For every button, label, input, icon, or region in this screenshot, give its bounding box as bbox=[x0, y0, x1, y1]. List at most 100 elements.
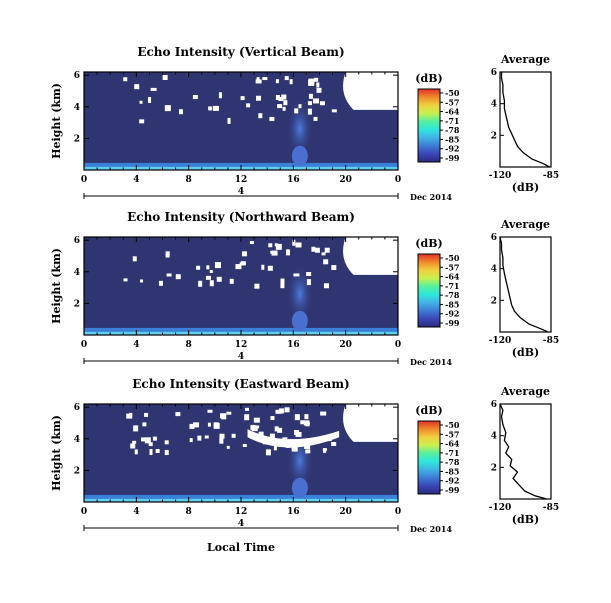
missing-data-region bbox=[343, 237, 398, 275]
plume-base-echo bbox=[291, 310, 308, 331]
missing-data-cell bbox=[273, 444, 277, 451]
colorbar-tick-label: -50 bbox=[445, 88, 460, 98]
missing-data-cell bbox=[270, 416, 275, 421]
colorbar-tick-label: -78 bbox=[445, 457, 460, 467]
missing-data-cell bbox=[285, 249, 290, 256]
colorbar-unit: (dB) bbox=[415, 237, 442, 250]
missing-data-cell bbox=[142, 422, 147, 427]
average-profile-line bbox=[499, 403, 547, 500]
x-tick-label: 4 bbox=[133, 340, 139, 350]
colorbar-tick-label: -85 bbox=[445, 299, 459, 309]
missing-data-cell bbox=[175, 412, 181, 417]
missing-data-cell bbox=[209, 280, 214, 287]
missing-data-cell bbox=[258, 431, 264, 436]
missing-data-cell bbox=[289, 79, 293, 85]
missing-data-cell bbox=[304, 443, 311, 449]
x-axis-label: Local Time bbox=[207, 541, 275, 554]
missing-data-cell bbox=[164, 440, 169, 445]
y-tick-label: 6 bbox=[74, 236, 80, 246]
average-y-tick-label: 2 bbox=[491, 131, 497, 141]
missing-data-cell bbox=[244, 414, 250, 421]
missing-data-cell bbox=[323, 259, 329, 265]
missing-data-cell bbox=[262, 77, 268, 81]
x-tick-label: 0 bbox=[395, 175, 401, 185]
missing-data-cell bbox=[229, 278, 234, 284]
date-label: Dec 2014 bbox=[410, 192, 452, 202]
missing-data-cell bbox=[295, 242, 302, 248]
colorbar-tick-label: -57 bbox=[445, 262, 459, 272]
missing-data-cell bbox=[144, 437, 151, 444]
missing-data-cell bbox=[293, 273, 300, 277]
missing-data-cell bbox=[275, 243, 282, 250]
missing-data-cell bbox=[166, 273, 172, 277]
average-x-tick-label: -120 bbox=[489, 503, 512, 513]
missing-data-cell bbox=[306, 272, 312, 277]
x-tick-label: 20 bbox=[339, 340, 352, 350]
plume-echo bbox=[285, 98, 314, 159]
y-tick-label: 6 bbox=[74, 71, 80, 81]
plume-echo bbox=[285, 263, 314, 324]
colorbar-tick-label: -71 bbox=[445, 116, 459, 126]
plume-base-echo bbox=[291, 477, 308, 498]
missing-data-cell bbox=[150, 87, 157, 91]
colorbar-tick-label: -99 bbox=[445, 318, 460, 328]
average-x-label: (dB) bbox=[512, 181, 539, 194]
missing-data-cell bbox=[139, 119, 145, 124]
missing-data-cell bbox=[281, 94, 287, 100]
x-tick-label: 12 bbox=[235, 340, 248, 350]
missing-data-cell bbox=[311, 246, 316, 252]
date-day-label: 4 bbox=[238, 519, 244, 529]
missing-data-cell bbox=[149, 449, 153, 456]
missing-data-cell bbox=[268, 243, 273, 248]
missing-data-cell bbox=[282, 106, 286, 111]
missing-data-cell bbox=[308, 79, 315, 86]
missing-data-cell bbox=[220, 413, 227, 419]
colorbar-tick-label: -57 bbox=[445, 97, 459, 107]
missing-data-cell bbox=[213, 422, 220, 429]
date-day-label: 4 bbox=[238, 352, 244, 362]
missing-data-cell bbox=[314, 77, 319, 82]
missing-data-cell bbox=[178, 109, 183, 115]
missing-data-cell bbox=[134, 84, 140, 90]
missing-data-cell bbox=[275, 95, 280, 101]
missing-data-cell bbox=[314, 247, 320, 253]
missing-data-cell bbox=[193, 422, 200, 428]
x-tick-label: 16 bbox=[287, 507, 300, 517]
missing-data-cell bbox=[308, 93, 313, 99]
average-frame bbox=[499, 236, 552, 333]
colorbar-tick-label: -64 bbox=[445, 439, 460, 449]
x-tick-label: 0 bbox=[81, 507, 87, 517]
missing-data-cell bbox=[235, 264, 242, 270]
missing-data-cell bbox=[189, 423, 195, 429]
missing-data-cell bbox=[291, 446, 298, 452]
missing-data-cell bbox=[313, 116, 318, 121]
y-tick-label: 2 bbox=[74, 466, 80, 476]
missing-data-cell bbox=[283, 100, 288, 106]
colorbar-tick-label: -64 bbox=[445, 272, 460, 282]
x-tick-label: 16 bbox=[287, 340, 300, 350]
missing-data-cell bbox=[132, 440, 137, 444]
missing-data-cell bbox=[198, 280, 203, 287]
missing-data-cell bbox=[242, 444, 247, 448]
missing-data-cell bbox=[270, 250, 276, 254]
average-x-label: (dB) bbox=[512, 513, 539, 526]
average-x-tick-label: -120 bbox=[489, 171, 512, 181]
x-tick-label: 8 bbox=[186, 340, 192, 350]
missing-data-cell bbox=[258, 113, 263, 119]
missing-data-cell bbox=[319, 101, 325, 106]
missing-data-cell bbox=[294, 414, 300, 421]
missing-data-cell bbox=[126, 413, 133, 419]
plume-base-echo bbox=[291, 145, 308, 166]
missing-data-cell bbox=[249, 241, 254, 245]
average-y-tick-label: 6 bbox=[491, 400, 497, 410]
missing-data-cell bbox=[134, 449, 138, 455]
missing-data-cell bbox=[226, 411, 232, 415]
missing-data-cell bbox=[189, 438, 193, 443]
average-y-tick-label: 6 bbox=[491, 68, 497, 78]
missing-data-cell bbox=[322, 448, 327, 452]
missing-data-cell bbox=[320, 411, 327, 416]
x-tick-label: 12 bbox=[235, 175, 248, 185]
missing-data-cell bbox=[164, 105, 171, 112]
x-tick-label: 8 bbox=[186, 175, 192, 185]
